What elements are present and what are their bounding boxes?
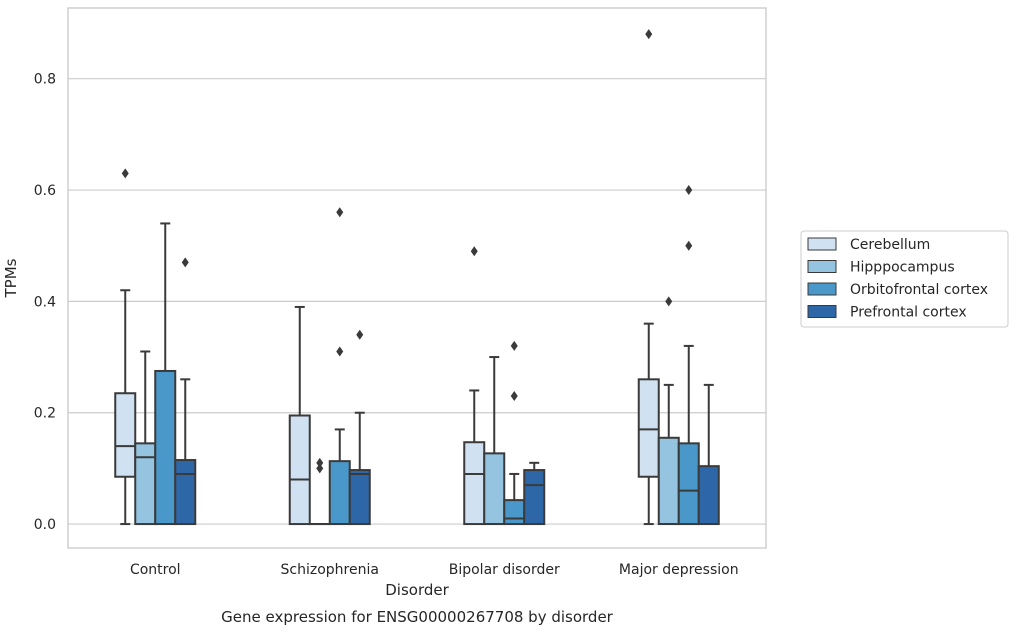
- legend-swatch: [807, 237, 837, 251]
- box-group: [697, 383, 720, 526]
- legend-label: Cerebellum: [850, 237, 930, 253]
- box-body: [114, 392, 137, 478]
- legend-label: Prefrontal cortex: [850, 305, 967, 321]
- box-group: [348, 329, 371, 526]
- outlier-point: [181, 257, 189, 268]
- box-body: [174, 459, 197, 526]
- outlier-point: [665, 296, 673, 307]
- x-tick-label: Control: [130, 562, 181, 578]
- outlier-point: [121, 168, 129, 179]
- box-group: [637, 29, 660, 526]
- y-tick-label: 0.2: [34, 406, 56, 422]
- legend-label: Hipppocampus: [850, 260, 955, 276]
- series-prefrontal-cortex: [174, 257, 720, 526]
- box-group: [677, 185, 700, 526]
- chart-caption: Gene expression for ENSG00000267708 by d…: [221, 608, 614, 626]
- box-body: [348, 469, 371, 526]
- outlier-point: [685, 185, 693, 196]
- box-body: [463, 441, 486, 526]
- box-group: [503, 340, 526, 526]
- outlier-point: [336, 346, 344, 357]
- box-body: [697, 465, 720, 526]
- legend-swatch: [807, 305, 837, 318]
- box-body: [657, 436, 680, 526]
- x-tick-label: Major depression: [619, 562, 739, 578]
- box-body: [523, 469, 546, 526]
- box-body: [328, 460, 351, 526]
- box-group: [483, 356, 506, 526]
- x-tick-label: Schizophrenia: [281, 562, 379, 578]
- series-cerebellum: [114, 29, 660, 526]
- plot-frame: [67, 7, 767, 549]
- legend-swatch: [807, 260, 837, 273]
- outlier-point: [645, 29, 653, 40]
- legend-box: [800, 230, 1009, 328]
- box-group: [523, 461, 546, 526]
- box-body: [288, 414, 311, 526]
- y-tick-labels: 0.0 0.2 0.4 0.6 0.8: [34, 72, 56, 533]
- x-tick-labels: Control Schizophrenia Bipolar disorder Majo…: [130, 562, 739, 578]
- y-tick-label: 0.8: [34, 72, 56, 88]
- box-body: [637, 378, 660, 478]
- box-series: [114, 29, 720, 526]
- y-axis-title: TPMs: [2, 258, 20, 298]
- y-tick-label: 0.6: [34, 183, 56, 199]
- box-group: [288, 305, 311, 526]
- outlier-point: [316, 463, 324, 474]
- box-body: [483, 452, 506, 526]
- outlier-point: [316, 457, 324, 468]
- box-group: [154, 222, 177, 526]
- outlier-point: [510, 340, 518, 351]
- box-body: [677, 442, 700, 526]
- box-body: [154, 369, 177, 526]
- legend-swatch: [807, 282, 837, 296]
- legend-label: Orbitofrontal cortex: [850, 282, 988, 298]
- outlier-point: [336, 207, 344, 218]
- outlier-point: [685, 240, 693, 251]
- box-group: [114, 168, 137, 526]
- outlier-point: [510, 391, 518, 402]
- x-axis-title: Disorder: [385, 581, 449, 599]
- y-tick-label: 0.4: [34, 294, 56, 310]
- box-group: [174, 257, 197, 526]
- box-body: [134, 442, 157, 526]
- series-orbitofrontal-cortex: [154, 185, 700, 526]
- box-body: [503, 499, 526, 526]
- legend: Cerebellum Hipppocampus Orbitofrontal cort…: [800, 230, 1009, 328]
- x-tick-label: Bipolar disorder: [449, 562, 560, 578]
- box-group: [308, 457, 331, 526]
- y-tick-label: 0.0: [34, 517, 56, 533]
- outlier-point: [356, 329, 364, 340]
- outlier-point: [470, 246, 478, 257]
